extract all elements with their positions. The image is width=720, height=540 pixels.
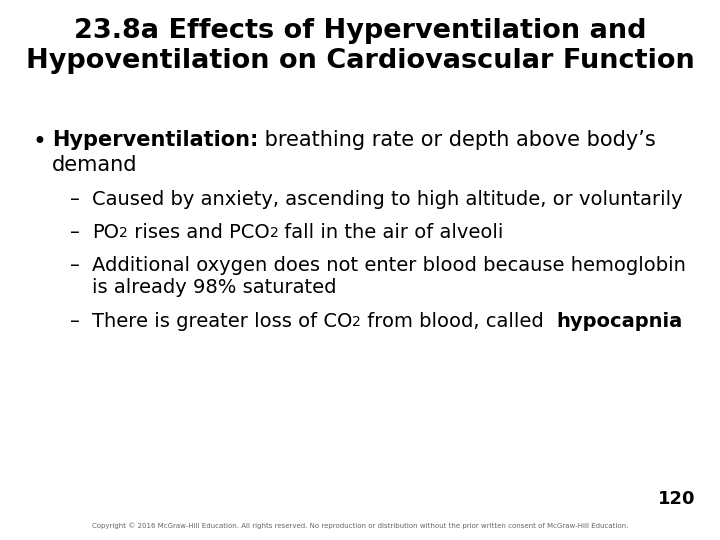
Text: Copyright © 2016 McGraw-Hill Education. All rights reserved. No reproduction or : Copyright © 2016 McGraw-Hill Education. … [92,522,628,529]
Text: There is greater loss of CO: There is greater loss of CO [92,312,352,330]
Text: rises and PCO: rises and PCO [128,222,269,241]
Text: 120: 120 [657,490,695,508]
Text: Hypoventilation on Cardiovascular Function: Hypoventilation on Cardiovascular Functi… [26,48,694,74]
Text: –: – [70,190,80,209]
Text: Hyperventilation:: Hyperventilation: [52,130,258,150]
Text: from blood, called: from blood, called [361,312,557,330]
Text: 23.8a Effects of Hyperventilation and: 23.8a Effects of Hyperventilation and [73,18,647,44]
Text: 2: 2 [269,226,279,240]
Text: fall in the air of alveoli: fall in the air of alveoli [279,222,504,241]
Text: •: • [32,130,46,154]
Text: Additional oxygen does not enter blood because hemoglobin: Additional oxygen does not enter blood b… [92,255,686,274]
Text: breathing rate or depth above body’s: breathing rate or depth above body’s [258,130,656,150]
Text: 2: 2 [119,226,128,240]
Text: hypocapnia: hypocapnia [557,312,683,330]
Text: demand: demand [52,155,138,175]
Text: PO: PO [92,222,119,241]
Text: 2: 2 [352,315,361,329]
Text: is already 98% saturated: is already 98% saturated [92,278,336,297]
Text: –: – [70,222,80,241]
Text: –: – [70,312,80,330]
Text: Caused by anxiety, ascending to high altitude, or voluntarily: Caused by anxiety, ascending to high alt… [92,190,683,209]
Text: –: – [70,255,80,274]
